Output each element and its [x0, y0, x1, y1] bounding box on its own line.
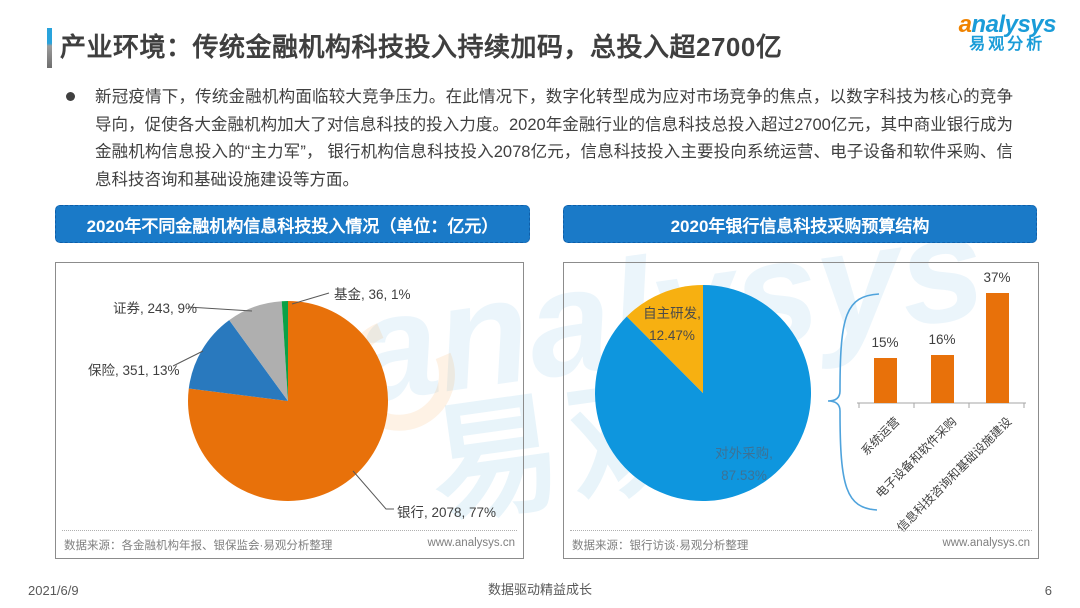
- pie-label-insurance: 保险, 351, 13%: [88, 363, 180, 378]
- bar-consulting-infrastructure: [986, 293, 1009, 403]
- source-divider: [570, 530, 1032, 531]
- footer-date: 2021/6/9: [28, 583, 79, 598]
- right-website-link[interactable]: www.analysys.cn: [942, 537, 1030, 549]
- external-value: 87.53%: [721, 468, 767, 483]
- right-chart-title: 2020年银行信息科技采购预算结构: [563, 205, 1037, 243]
- brace-icon: [827, 293, 880, 511]
- pie-label-fund: 基金, 36, 1%: [334, 287, 411, 302]
- left-website-link[interactable]: www.analysys.cn: [427, 537, 515, 549]
- left-data-source: 数据来源：各金融机构年报、银保监会·易观分析整理: [64, 540, 333, 552]
- brand-logo-chinese: 易观分析: [969, 36, 1046, 54]
- pie-label-external: 对外采购, 87.53%: [696, 443, 792, 487]
- pie-label-selfdev: 自主研发, 12.47%: [622, 303, 722, 347]
- summary-paragraph: 新冠疫情下，传统金融机构面临较大竞争压力。在此情况下，数字化转型成为应对市场竞争…: [95, 88, 1013, 189]
- bar-value-1: 15%: [871, 335, 899, 350]
- institutions-pie-chart: [188, 301, 388, 501]
- footer-slogan: 数据驱动精益成长: [487, 582, 592, 597]
- bullet-icon: [66, 92, 75, 101]
- bar-value-2: 16%: [928, 332, 956, 347]
- pie-slice-bank: [188, 301, 388, 501]
- pie-slice-external: [595, 285, 811, 501]
- selfdev-value: 12.47%: [649, 328, 695, 343]
- bar-value-3: 37%: [983, 270, 1011, 285]
- pie-slice-securities: [229, 301, 288, 401]
- pie-label-bank: 银行, 2078, 77%: [397, 505, 497, 520]
- logo-swirl-icon: a: [958, 11, 972, 38]
- left-chart-title: 2020年不同金融机构信息科技投入情况（单位：亿元）: [55, 205, 530, 243]
- pie-label-securities: 证券, 243, 9%: [113, 301, 198, 316]
- source-divider: [62, 530, 517, 531]
- brand-logo-wordmark: analysys: [958, 11, 1057, 38]
- page-title: 产业环境：传统金融机构科技投入持续加码，总投入超2700亿: [60, 32, 783, 62]
- right-chart-panel: 自主研发, 12.47% 对外采购, 87.53% 15% 16% 37% 系统…: [563, 262, 1039, 559]
- pie-slice-selfdev: [626, 285, 703, 393]
- brand-logo-text: nalysys: [971, 11, 1056, 38]
- procurement-pie-chart: [595, 285, 811, 501]
- pie-slice-fund: [281, 301, 288, 401]
- left-source-row: 数据来源：各金融机构年报、银保监会·易观分析整理 www.analysys.cn: [64, 537, 515, 553]
- brand-logo: analysys 易观分析: [958, 11, 1057, 54]
- left-chart-panel: 基金, 36, 1% 证券, 243, 9% 保险, 351, 13% 银行, …: [55, 262, 524, 559]
- leader-lines: [172, 292, 394, 510]
- right-data-source: 数据来源：银行访谈·易观分析整理: [572, 540, 749, 552]
- external-name: 对外采购,: [715, 446, 773, 461]
- title-accent-bar: [47, 28, 52, 68]
- right-source-row: 数据来源：银行访谈·易观分析整理 www.analysys.cn: [572, 537, 1030, 553]
- footer-page-number: 6: [1044, 583, 1052, 598]
- bar-equipment-software: [931, 355, 954, 403]
- pie-slice-insurance: [188, 320, 288, 401]
- bar-of-pie-chart: [827, 293, 1026, 511]
- bar-system-ops: [874, 358, 897, 403]
- selfdev-name: 自主研发,: [643, 306, 701, 321]
